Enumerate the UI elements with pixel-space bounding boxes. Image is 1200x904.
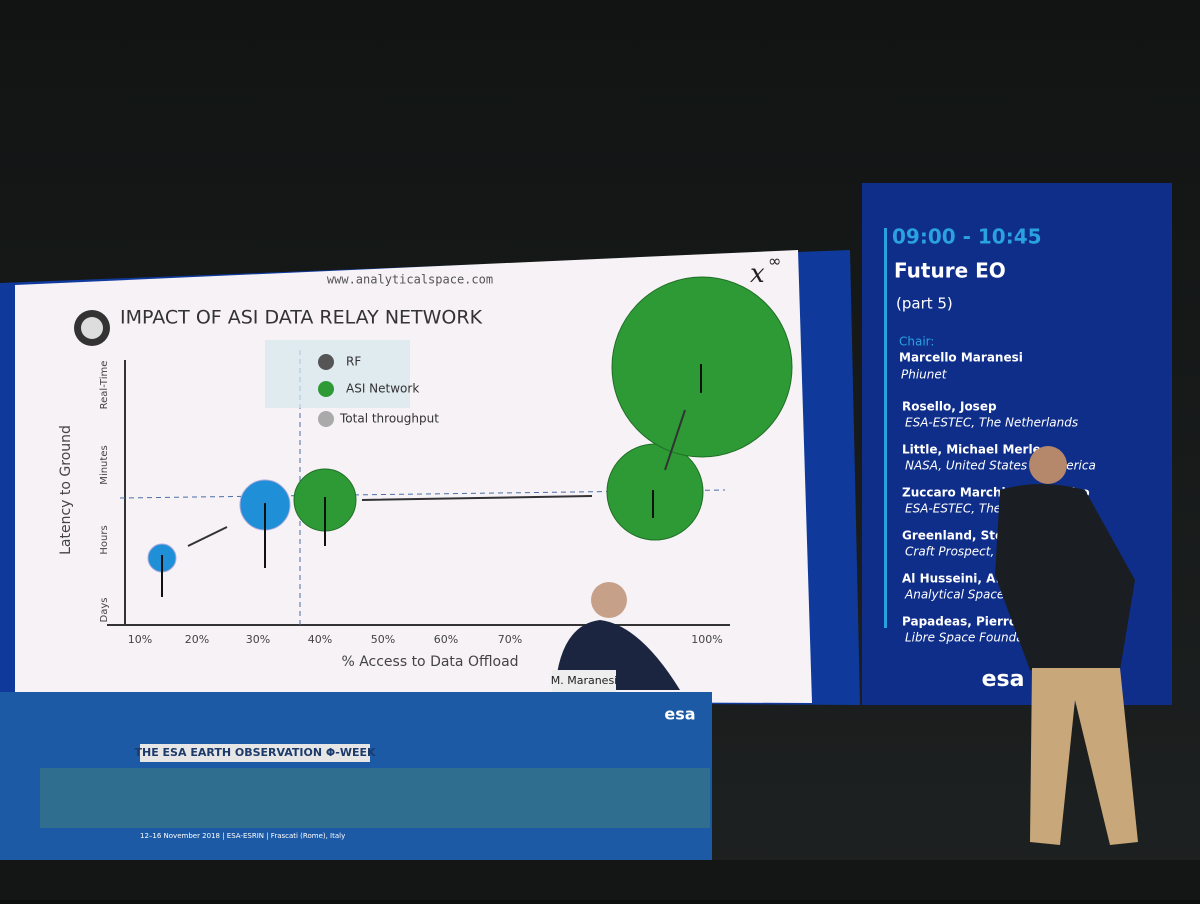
x-tick-label: 70% (498, 633, 522, 646)
x-tick-label: 40% (308, 633, 332, 646)
y-tick-label: Minutes (99, 445, 110, 484)
x-tick-label: 30% (246, 633, 270, 646)
slide-icon (81, 317, 103, 339)
session-subtitle: (part 5) (896, 295, 953, 313)
legend-label: RF (346, 355, 361, 369)
y-tick-label: Real-Time (99, 361, 110, 410)
y-tick-label: Days (99, 598, 110, 623)
y-axis-label: Latency to Ground (58, 425, 74, 555)
speaker-name: Greenland, Steve (902, 529, 1019, 543)
x-tick-label: 10% (128, 633, 152, 646)
x-tick-label: 60% (434, 633, 458, 646)
speaker-jacket (995, 484, 1135, 670)
speaker-name: Papadeas, Pierros (902, 615, 1024, 629)
range-stick (161, 364, 702, 597)
session-title: Future EO (894, 259, 1006, 283)
banner-dates: 12–16 November 2018 | ESA-ESRIN | Frasca… (140, 832, 345, 840)
speaker-org: Libre Space Foundation (905, 631, 1047, 645)
legend-label: ASI Network (346, 382, 419, 396)
panel-accent (884, 228, 887, 628)
speaker-org: NASA, United States of America (905, 459, 1096, 473)
banner-logo: esa (664, 705, 695, 724)
speaker-name: Rosello, Josep (902, 400, 997, 414)
y-tick-label: Hours (99, 525, 110, 554)
legend-label: Total throughput (339, 412, 439, 426)
bubbles (147, 276, 793, 597)
slide-logo: x (750, 259, 765, 289)
speaker-org: ESA-ESTEC, The Netherlands (905, 416, 1078, 430)
legend-icon (318, 381, 334, 397)
nameplate (552, 670, 616, 692)
x-tick-label: 50% (371, 633, 395, 646)
chair-label: Chair: (899, 335, 934, 349)
speaker-trousers (1030, 668, 1138, 845)
session-time: 09:00 - 10:45 (892, 225, 1042, 249)
slide-url: www.analyticalspace.com (327, 273, 493, 287)
bubble (606, 443, 704, 541)
speaker-name: Al Husseini, A. (902, 572, 1000, 586)
legend-icon (318, 354, 334, 370)
presenter-head (591, 582, 627, 618)
x-tick-label: 100% (691, 633, 722, 646)
chair-name: Marcello Maranesi (899, 351, 1023, 365)
x-axis-label: % Access to Data Offload (341, 654, 518, 670)
nameplate-text: M. Maranesi (551, 674, 618, 687)
panel-logo: esa (982, 667, 1025, 692)
slide-title: IMPACT OF ASI DATA RELAY NETWORK (120, 307, 483, 329)
arrow (187, 409, 686, 547)
slide-logo-sup: ∞ (768, 252, 781, 271)
stage-floor (0, 860, 1200, 900)
banner-title-box (140, 744, 370, 762)
legend-box (265, 340, 410, 408)
chair-org: Phiunet (901, 368, 948, 382)
speaker-head (1029, 446, 1067, 484)
speaker-name: Little, Michael Merle (902, 443, 1041, 457)
banner-title: THE ESA EARTH OBSERVATION Φ-WEEK (134, 746, 376, 759)
legend-icon (318, 411, 334, 427)
x-tick-label: 20% (185, 633, 209, 646)
banner-images (40, 768, 710, 828)
